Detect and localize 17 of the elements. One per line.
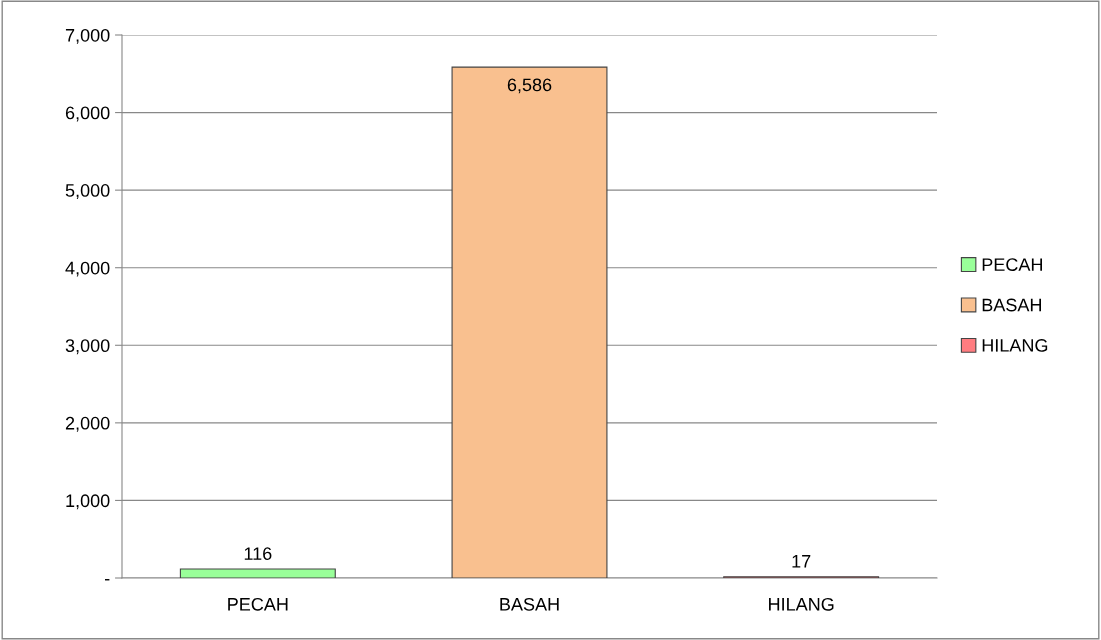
y-tick-label: 2,000: [65, 416, 110, 432]
data-label: 6,586: [507, 78, 552, 94]
data-label: 17: [792, 555, 811, 568]
legend-label: PECAH: [982, 258, 1042, 271]
y-tick-label: -: [104, 579, 110, 581]
data-label: 116: [244, 547, 272, 560]
y-tick-label: 1,000: [66, 494, 110, 510]
y-tick-label: 7,000: [65, 28, 110, 44]
legend-label: HILANG: [982, 339, 1048, 352]
y-tick-label: 6,000: [65, 106, 110, 122]
y-tick-label: 4,000: [65, 261, 110, 277]
x-tick-label: PECAH: [228, 597, 288, 611]
y-tick-label: 5,000: [65, 184, 110, 199]
x-tick-label: BASAH: [500, 597, 559, 611]
x-tick-label: HILANG: [769, 597, 834, 611]
y-tick-label: 3,000: [65, 339, 110, 355]
legend-label: BASAH: [982, 298, 1041, 312]
